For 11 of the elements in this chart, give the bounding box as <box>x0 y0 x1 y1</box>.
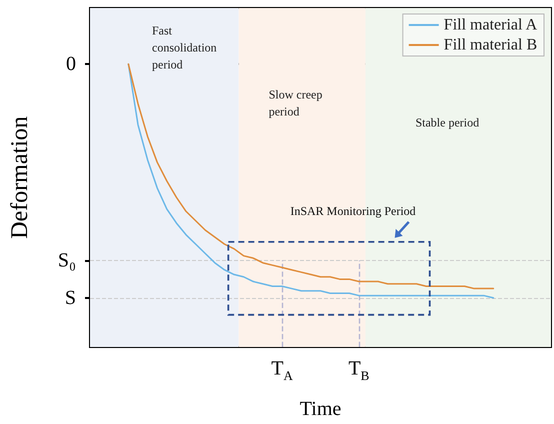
annotation: Fast consolidation period <box>152 24 220 72</box>
ref-line-label: S <box>64 286 76 309</box>
ref-line-label: S₀ <box>58 249 76 272</box>
annotation: InSAR Monitoring Period <box>290 204 416 218</box>
legend-label: Fill material A <box>444 16 538 34</box>
text: 0 <box>66 53 76 76</box>
legend-label: Fill material B <box>444 36 538 54</box>
x-axis-title: Time <box>300 398 342 420</box>
annotation: Stable period <box>415 116 480 130</box>
annotation: Slow creep period <box>268 88 326 118</box>
y-axis-title: Deformation <box>7 116 33 239</box>
